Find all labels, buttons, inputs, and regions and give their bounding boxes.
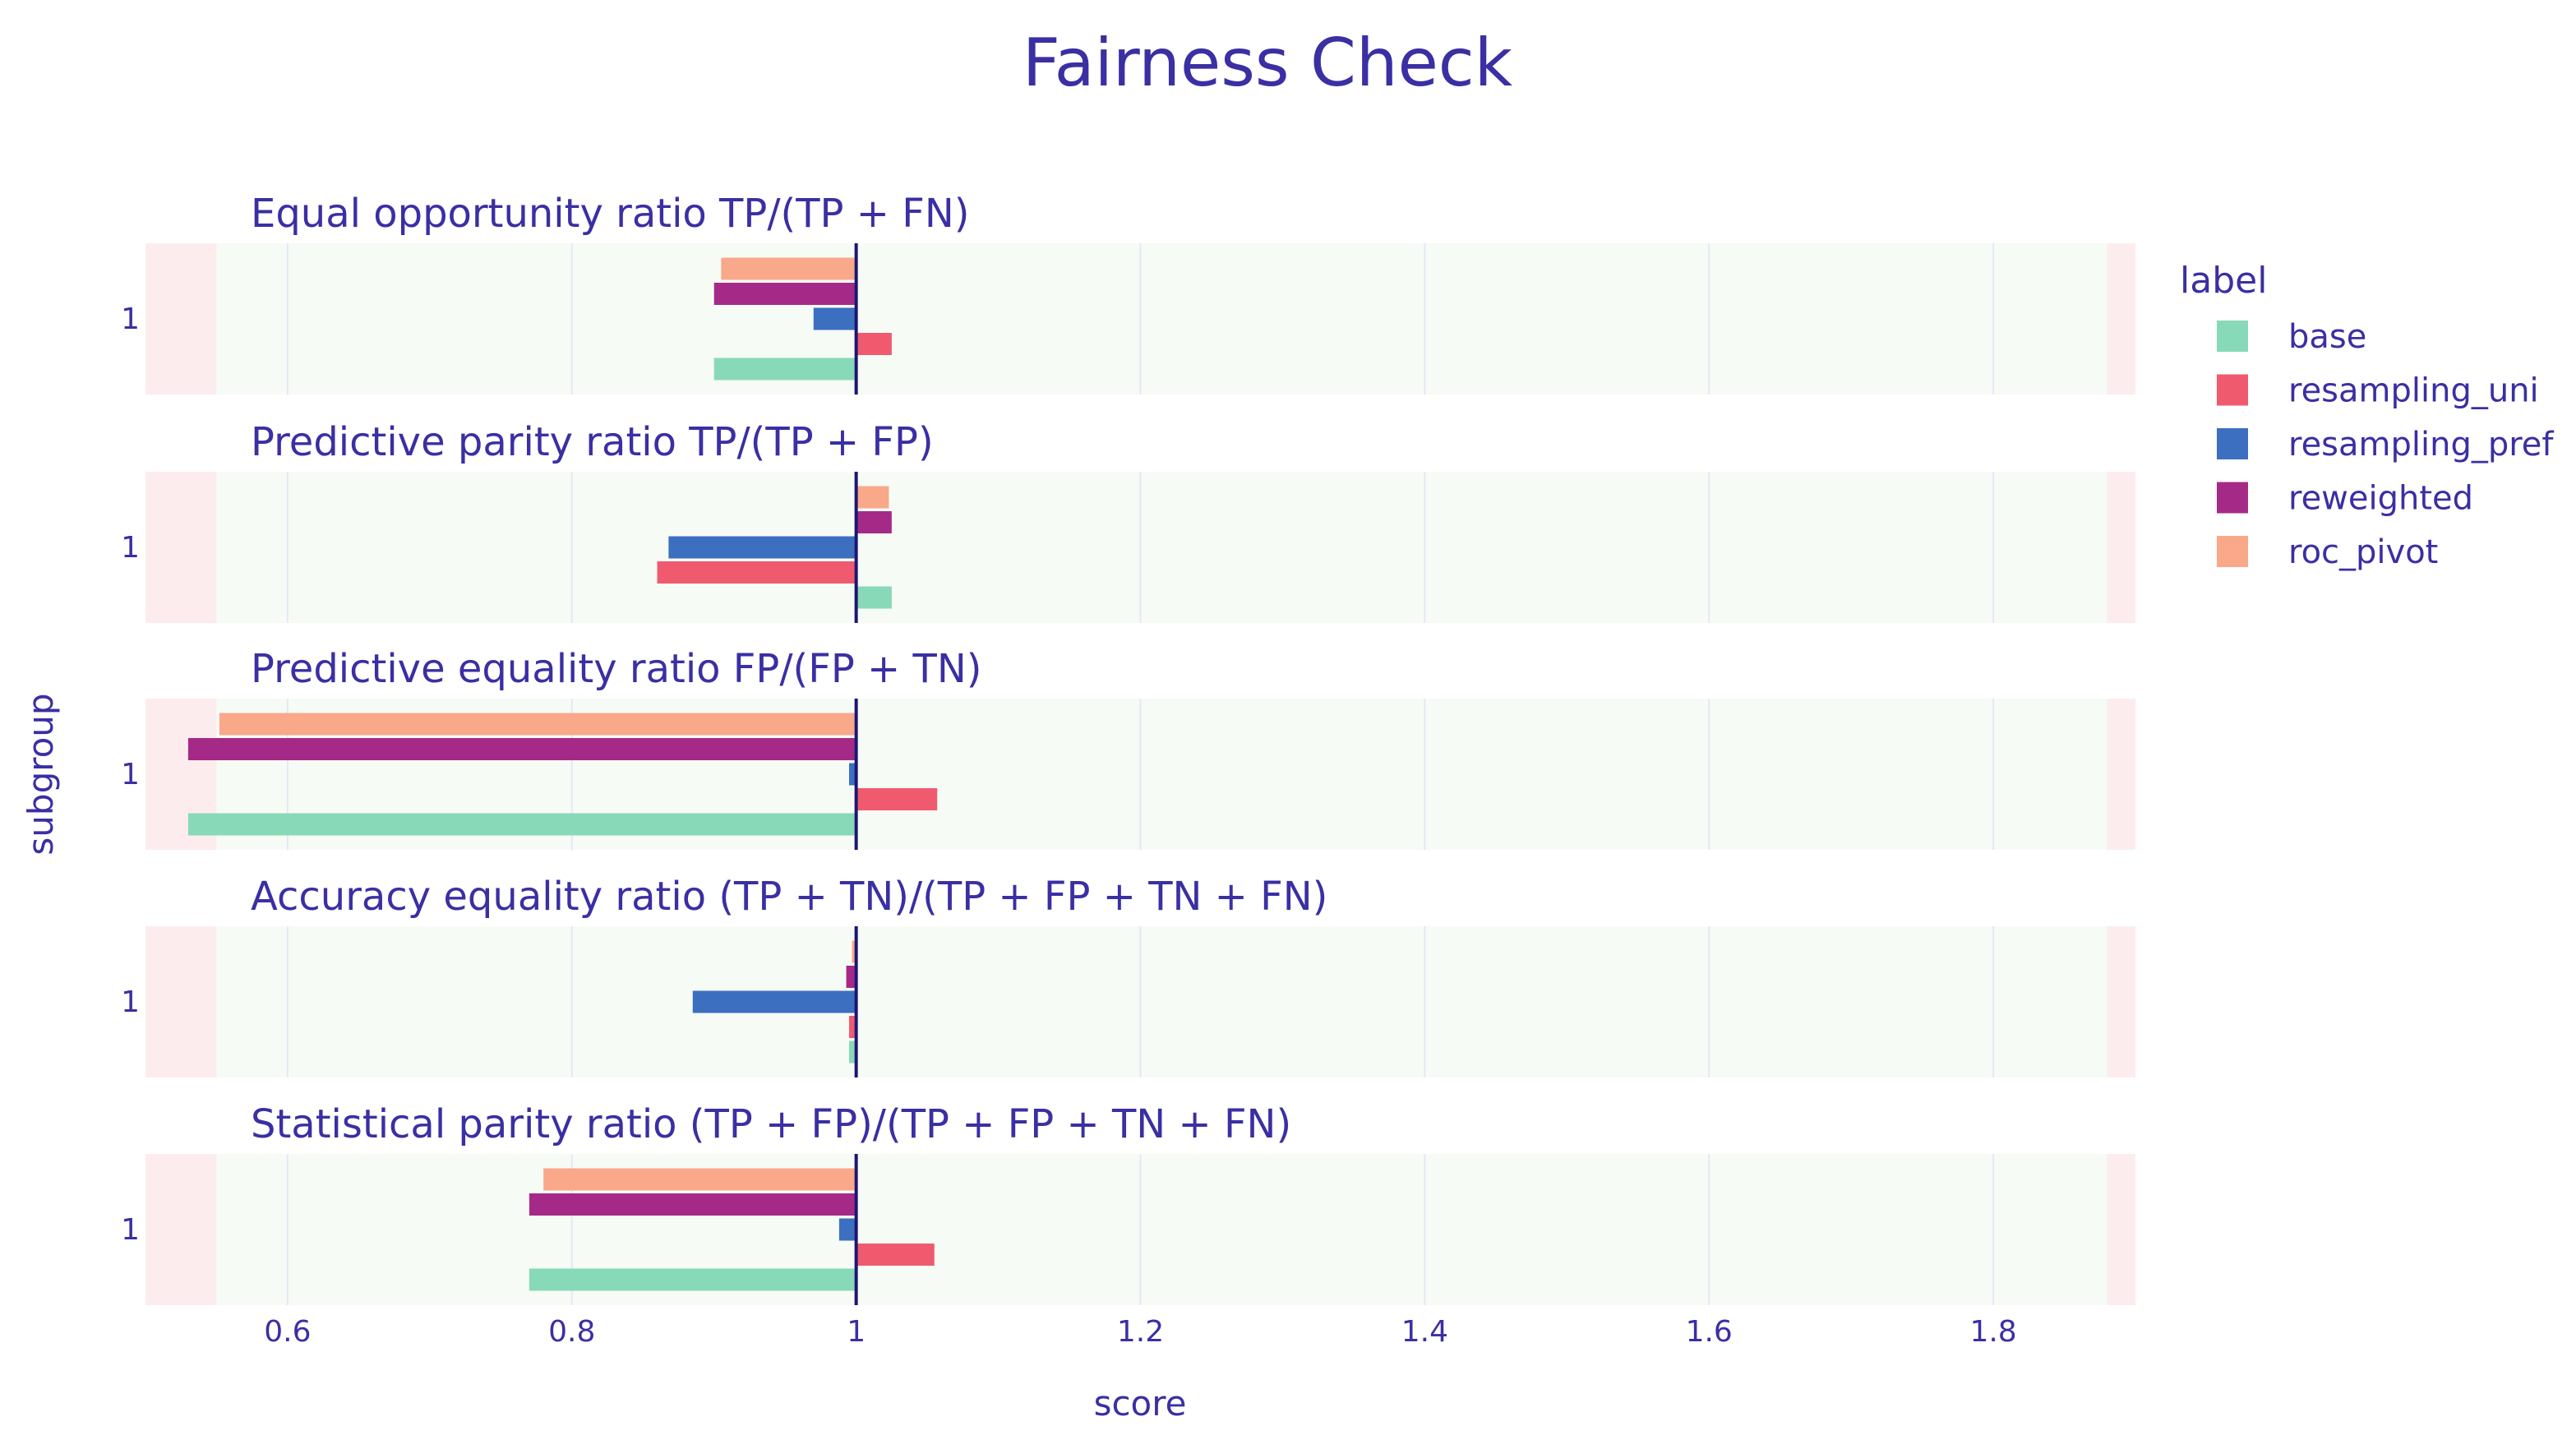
y-tick-label: 1 — [121, 531, 140, 565]
fair-zone — [216, 243, 2107, 395]
y-tick-label: 1 — [121, 758, 140, 791]
bar-resampling_uni — [657, 561, 856, 584]
x-tick-label: 1.4 — [1401, 1315, 1448, 1349]
bar-roc_pivot — [219, 713, 856, 736]
bar-reweighted — [856, 511, 892, 533]
panel-equal-opportunity-ratio: Equal opportunity ratio TP/(TP + FN) 1 — [121, 191, 2135, 395]
fair-zone — [216, 1154, 2107, 1305]
bar-reweighted — [713, 283, 856, 305]
y-tick-label: 1 — [121, 985, 140, 1019]
panel-accuracy-equality-ratio: Accuracy equality ratio (TP + TN)/(TP + … — [121, 874, 2135, 1077]
legend-swatch-resampling_uni — [2217, 374, 2248, 406]
bar-resampling_pref — [692, 990, 856, 1013]
bar-resampling_pref — [848, 763, 856, 786]
x-tick-label: 1.2 — [1117, 1315, 1164, 1349]
legend-swatch-reweighted — [2217, 482, 2248, 514]
bar-resampling_uni — [856, 788, 938, 810]
x-axis-ticks: 0.6 0.8 1 1.2 1.4 1.6 1.8 — [264, 1315, 2016, 1349]
legend-title: label — [2180, 260, 2267, 302]
panel-subtitle: Equal opportunity ratio TP/(TP + FN) — [251, 191, 969, 237]
bar-roc_pivot — [721, 257, 856, 280]
y-tick-label: 1 — [121, 1213, 140, 1247]
panels-group: Equal opportunity ratio TP/(TP + FN)1Pre… — [121, 191, 2135, 1305]
x-axis-label: score — [1094, 1383, 1187, 1423]
legend-label-base: base — [2288, 318, 2366, 356]
x-tick-label: 1 — [847, 1315, 866, 1349]
bar-base — [848, 1040, 856, 1064]
panel-subtitle: Predictive parity ratio TP/(TP + FP) — [251, 419, 934, 465]
bar-base — [187, 813, 856, 836]
legend-swatch-resampling_pref — [2217, 428, 2248, 459]
bar-base — [856, 586, 892, 609]
chart-title: Fairness Check — [1023, 25, 1513, 101]
panel-subtitle: Accuracy equality ratio (TP + TN)/(TP + … — [251, 874, 1327, 920]
bar-base — [529, 1268, 856, 1291]
legend-label-roc_pivot: roc_pivot — [2288, 533, 2438, 571]
legend-swatch-base — [2217, 321, 2248, 352]
bar-resampling_pref — [838, 1218, 856, 1241]
bar-resampling_uni — [856, 333, 892, 355]
legend-label-reweighted: reweighted — [2288, 480, 2473, 518]
bar-roc_pivot — [856, 486, 889, 509]
panel-subtitle: Predictive equality ratio FP/(FP + TN) — [251, 646, 981, 692]
bar-resampling_pref — [668, 536, 856, 559]
bar-resampling_pref — [813, 307, 856, 330]
legend-label-resampling_uni: resampling_uni — [2288, 372, 2539, 410]
bar-base — [713, 358, 856, 381]
bar-resampling_uni — [848, 1016, 856, 1038]
fair-zone — [216, 472, 2107, 623]
x-tick-label: 1.6 — [1686, 1315, 1733, 1349]
bar-reweighted — [846, 966, 856, 988]
panel-predictive-parity-ratio: Predictive parity ratio TP/(TP + FP) 1 — [121, 419, 2135, 623]
y-tick-label: 1 — [121, 302, 140, 336]
panel-predictive-equality-ratio: Predictive equality ratio FP/(FP + TN) 1 — [121, 646, 2135, 850]
panel-statistical-parity-ratio: Statistical parity ratio (TP + FP)/(TP +… — [121, 1101, 2135, 1305]
bar-roc_pivot — [852, 940, 856, 963]
y-axis-label: subgroup — [21, 693, 61, 855]
bar-reweighted — [187, 738, 856, 760]
x-tick-label: 0.8 — [548, 1315, 595, 1349]
bar-resampling_uni — [856, 1244, 935, 1266]
legend-label-resampling_pref: resampling_pref — [2288, 426, 2554, 464]
legend: label base resampling_uni resampling_prefre… — [2180, 260, 2554, 571]
bar-roc_pivot — [543, 1168, 856, 1191]
legend-swatch-roc_pivot — [2217, 536, 2248, 567]
panel-subtitle: Statistical parity ratio (TP + FP)/(TP +… — [251, 1101, 1291, 1147]
x-tick-label: 1.8 — [1969, 1315, 2016, 1349]
x-tick-label: 0.6 — [264, 1315, 311, 1349]
bar-reweighted — [529, 1193, 856, 1216]
fair-zone — [216, 926, 2107, 1077]
